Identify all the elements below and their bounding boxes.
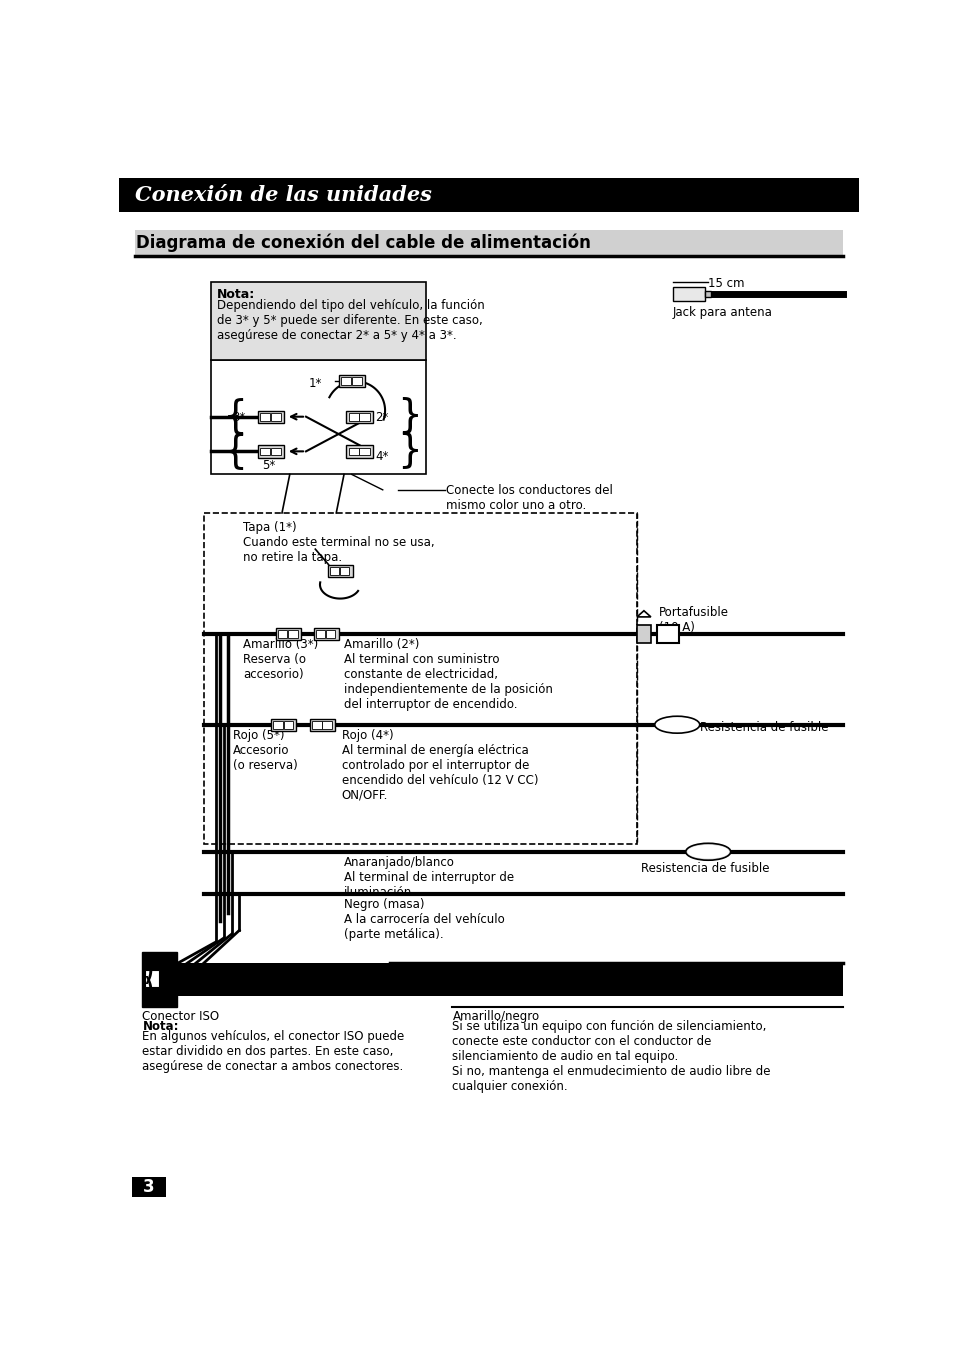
Text: Conector ISO: Conector ISO — [142, 1009, 219, 1023]
Text: Amarillo (2*)
Al terminal con suministro
constante de electricidad,
independient: Amarillo (2*) Al terminal con suministro… — [344, 638, 553, 710]
Text: Tapa (1*)
Cuando este terminal no se usa,
no retire la tapa.: Tapa (1*) Cuando este terminal no se usa… — [243, 520, 435, 564]
Text: Negro (masa)
A la carrocería del vehículo
(parte metálica).: Negro (masa) A la carrocería del vehícul… — [344, 898, 504, 940]
Text: 15 cm: 15 cm — [707, 276, 744, 290]
Text: }: } — [214, 431, 239, 469]
Bar — [314, 627, 338, 640]
Bar — [328, 565, 353, 577]
Text: ): ) — [142, 957, 154, 985]
Text: }: } — [397, 396, 422, 434]
Text: Portafusible
(10 A): Portafusible (10 A) — [658, 606, 728, 634]
Bar — [162, 963, 842, 996]
Bar — [312, 721, 321, 729]
Text: 1*: 1* — [308, 377, 321, 390]
Bar — [275, 627, 300, 640]
Text: ): ) — [142, 976, 154, 1005]
Bar — [352, 378, 361, 385]
Bar — [257, 411, 284, 423]
Bar — [204, 514, 637, 844]
Bar — [338, 375, 365, 388]
Text: Diagrama de conexión del cable de alimentación: Diagrama de conexión del cable de alimen… — [136, 233, 591, 252]
Ellipse shape — [654, 717, 699, 733]
Bar — [145, 970, 158, 986]
Bar — [211, 360, 426, 474]
Text: }: } — [397, 431, 422, 469]
Bar — [260, 447, 270, 455]
Bar — [271, 447, 281, 455]
Text: Jack para antena: Jack para antena — [672, 306, 772, 318]
Bar — [348, 413, 358, 420]
Bar — [283, 721, 293, 729]
Text: }: } — [214, 396, 239, 434]
Text: Nota:: Nota: — [142, 1019, 179, 1033]
Text: 3: 3 — [143, 1177, 154, 1195]
Text: En algunos vehículos, el conector ISO puede
estar dividido en dos partes. En est: En algunos vehículos, el conector ISO pu… — [142, 1030, 404, 1073]
Bar — [359, 447, 369, 455]
Text: Resistencia de fusible: Resistencia de fusible — [700, 721, 828, 734]
Bar — [637, 625, 650, 644]
Ellipse shape — [686, 844, 728, 859]
Bar — [119, 178, 858, 211]
Bar — [657, 625, 679, 644]
Text: 2*: 2* — [375, 411, 388, 424]
Text: Rojo (5*)
Accesorio
(o reserva): Rojo (5*) Accesorio (o reserva) — [233, 729, 297, 771]
Bar — [211, 282, 426, 360]
Bar — [340, 378, 351, 385]
Bar — [134, 230, 842, 255]
Bar — [346, 446, 373, 458]
Bar — [340, 566, 349, 575]
Bar — [359, 413, 369, 420]
Ellipse shape — [685, 843, 730, 860]
Polygon shape — [637, 611, 650, 617]
Bar — [288, 630, 297, 638]
Bar — [704, 291, 710, 297]
Text: Amarillo (3*)
Reserva (o
accesorio): Amarillo (3*) Reserva (o accesorio) — [243, 638, 318, 680]
Text: 4*: 4* — [375, 450, 388, 463]
Bar — [132, 1176, 166, 1196]
Bar — [315, 630, 325, 638]
Text: Conexión de las unidades: Conexión de las unidades — [134, 184, 431, 205]
Bar — [330, 566, 339, 575]
Text: 3*: 3* — [233, 411, 245, 424]
Bar — [257, 446, 284, 458]
Text: Conecte los conductores del
mismo color uno a otro.: Conecte los conductores del mismo color … — [446, 485, 613, 512]
Text: Amarillo/negro: Amarillo/negro — [452, 1009, 539, 1023]
Bar — [348, 447, 358, 455]
Bar — [260, 413, 270, 420]
Bar — [271, 413, 281, 420]
Bar — [271, 718, 295, 730]
Bar — [310, 718, 335, 730]
Text: Dependiendo del tipo del vehículo, la función
de 3* y 5* puede ser diferente. En: Dependiendo del tipo del vehículo, la fu… — [216, 299, 484, 341]
Text: Rojo (4*)
Al terminal de energía eléctrica
controlado por el interruptor de
ence: Rojo (4*) Al terminal de energía eléctri… — [341, 729, 537, 802]
Text: Si se utiliza un equipo con función de silenciamiento,
conecte este conductor co: Si se utiliza un equipo con función de s… — [452, 1019, 770, 1092]
Bar — [672, 287, 704, 301]
Bar — [274, 721, 282, 729]
Bar — [322, 721, 332, 729]
Text: Anaranjado/blanco
Al terminal de interruptor de
iluminación.: Anaranjado/blanco Al terminal de interru… — [344, 855, 514, 898]
Text: Nota:: Nota: — [216, 289, 254, 301]
Bar — [278, 630, 287, 638]
Text: Resistencia de fusible: Resistencia de fusible — [640, 862, 768, 875]
Bar — [326, 630, 335, 638]
Bar — [142, 951, 177, 1007]
Bar — [346, 411, 373, 423]
Text: 5*: 5* — [261, 459, 274, 472]
